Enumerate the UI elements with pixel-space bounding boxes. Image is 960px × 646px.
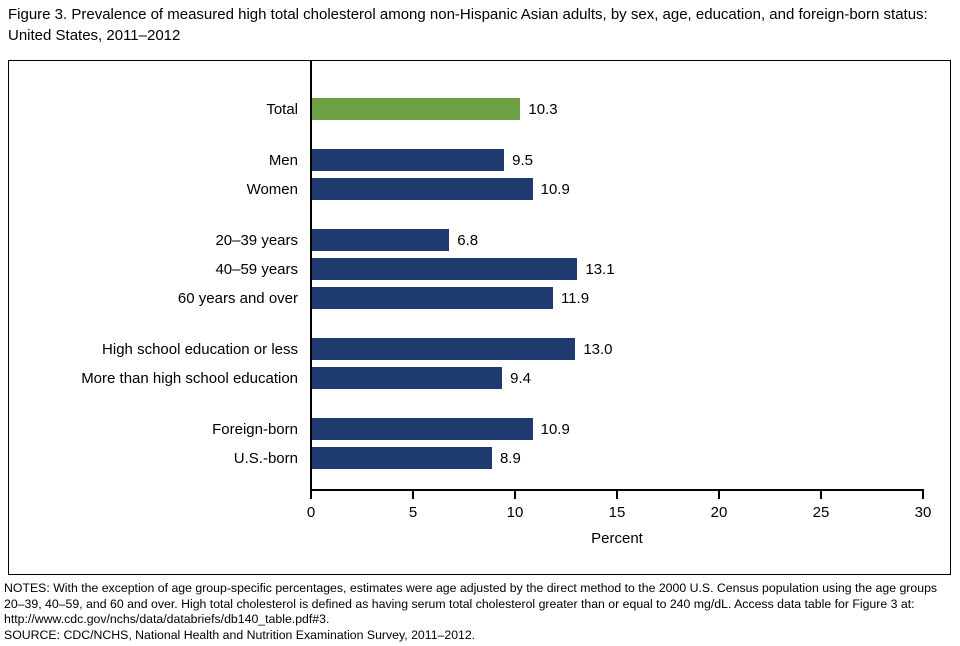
- x-axis-tick-label: 10: [506, 504, 524, 521]
- x-axis-tick-label: 25: [812, 504, 830, 521]
- bar-value-label: 13.0: [583, 340, 613, 358]
- x-axis-tick: [412, 491, 414, 499]
- bar-track: 9.4: [311, 367, 921, 389]
- bar-rows: Total 10.3 Men 9.5 Women 10.9 20–39 years 6.8 40…: [9, 98, 950, 469]
- x-axis-tick-label: 0: [306, 504, 316, 521]
- bar-row: Women 10.9: [9, 178, 950, 200]
- x-axis-label: Percent: [591, 530, 643, 547]
- bar-value-label: 10.9: [540, 180, 570, 198]
- bar-track: 13.1: [311, 258, 921, 280]
- bar-value-label: 13.1: [585, 260, 615, 278]
- bar-track: 6.8: [311, 229, 921, 251]
- x-axis-tick: [718, 491, 720, 499]
- category-label: 20–39 years: [215, 231, 298, 249]
- bar-track: 9.5: [311, 149, 921, 171]
- category-label: Men: [268, 151, 298, 169]
- x-axis-tick-label: 5: [408, 504, 418, 521]
- bar-track: 10.9: [311, 418, 921, 440]
- bar-track: 10.3: [311, 98, 921, 120]
- bar-row: 20–39 years 6.8: [9, 229, 950, 251]
- bar-row: High school education or less 13.0: [9, 338, 950, 360]
- x-axis-tick: [514, 491, 516, 499]
- bar-row: 40–59 years 13.1: [9, 258, 950, 280]
- bar-track: 13.0: [311, 338, 921, 360]
- category-label: 40–59 years: [215, 260, 298, 278]
- bar-row: 60 years and over 11.9: [9, 287, 950, 309]
- bar-value-label: 11.9: [560, 289, 590, 307]
- figure-notes: NOTES: With the exception of age group-s…: [4, 581, 938, 627]
- bar-value-label: 10.3: [528, 100, 558, 118]
- bar: [311, 287, 553, 309]
- bar: [311, 98, 521, 120]
- figure-source: SOURCE: CDC/NCHS, National Health and Nu…: [4, 628, 476, 642]
- category-label: 60 years and over: [177, 289, 298, 307]
- bar-track: 10.9: [311, 178, 921, 200]
- bar: [311, 258, 578, 280]
- bar: [311, 338, 576, 360]
- bar-track: 8.9: [311, 447, 921, 469]
- bar-value-label: 9.4: [510, 369, 531, 387]
- bar-value-label: 8.9: [499, 449, 521, 467]
- y-axis-line: [310, 61, 312, 491]
- category-label: Foreign-born: [212, 420, 298, 438]
- x-axis-tick-label: 15: [608, 504, 626, 521]
- x-axis-tick-label: 20: [710, 504, 728, 521]
- x-axis-tick: [616, 491, 618, 499]
- x-axis-tick: [820, 491, 822, 499]
- x-axis-tick: [922, 491, 924, 499]
- bar: [311, 447, 492, 469]
- bar-row: Total 10.3: [9, 98, 950, 120]
- bar-row: More than high school education 9.4: [9, 367, 950, 389]
- bar-value-label: 6.8: [457, 231, 479, 249]
- bar-row: Men 9.5: [9, 149, 950, 171]
- bar: [311, 367, 503, 389]
- bar-track: 11.9: [311, 287, 921, 309]
- bar: [311, 229, 450, 251]
- bar-row: U.S.-born 8.9: [9, 447, 950, 469]
- bar-row: Foreign-born 10.9: [9, 418, 950, 440]
- category-label: U.S.-born: [233, 449, 298, 467]
- x-axis-line: [310, 489, 924, 491]
- x-axis-tick-label: 30: [914, 504, 932, 521]
- category-label: Total: [266, 100, 298, 118]
- category-label: High school education or less: [102, 340, 298, 358]
- bar-value-label: 10.9: [540, 420, 570, 438]
- bar: [311, 149, 505, 171]
- bar-value-label: 9.5: [512, 151, 534, 169]
- chart-area: Total 10.3 Men 9.5 Women 10.9 20–39 years 6.8 40…: [8, 60, 951, 575]
- bar: [311, 178, 533, 200]
- category-label: More than high school education: [81, 369, 298, 387]
- bar: [311, 418, 533, 440]
- category-label: Women: [246, 180, 298, 198]
- x-axis-tick: [310, 491, 312, 499]
- figure-title: Figure 3. Prevalence of measured high to…: [8, 6, 928, 44]
